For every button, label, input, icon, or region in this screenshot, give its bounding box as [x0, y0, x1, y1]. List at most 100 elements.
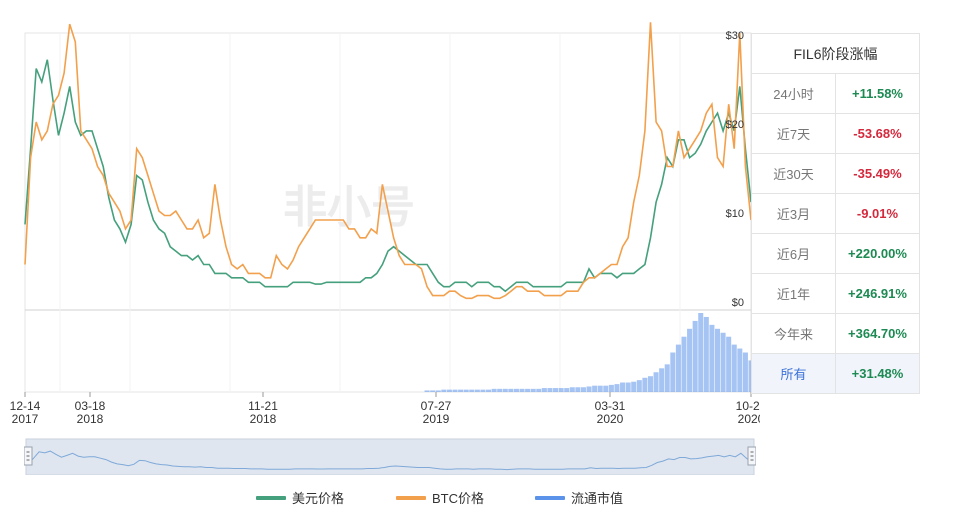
market-cap-bar	[720, 332, 726, 392]
stats-period-label[interactable]: 24小时	[751, 73, 836, 114]
market-cap-bar	[737, 348, 743, 392]
legend-swatch	[535, 495, 565, 500]
market-cap-bar	[508, 388, 514, 392]
legend-item[interactable]: 美元价格	[256, 488, 344, 507]
market-cap-bar	[486, 389, 492, 392]
stats-period-label[interactable]: 今年来	[751, 313, 836, 354]
market-cap-bar	[480, 389, 486, 392]
market-cap-bar	[692, 320, 698, 392]
market-cap-bar	[620, 382, 626, 392]
market-cap-bar	[642, 377, 648, 392]
x-axis-tick-year: 2019	[423, 412, 450, 426]
stats-period-label[interactable]: 近1年	[751, 273, 836, 314]
market-cap-bar	[430, 390, 436, 392]
x-axis-tick-year: 2018	[77, 412, 104, 426]
market-cap-bar	[659, 368, 665, 392]
range-navigator[interactable]	[24, 437, 756, 475]
stats-row[interactable]: 近7天 -53.68%	[751, 113, 920, 154]
market-cap-bar	[603, 385, 609, 392]
market-cap-bar	[647, 376, 653, 392]
market-cap-bar	[541, 388, 547, 392]
stats-row[interactable]: 近30天 -35.49%	[751, 153, 920, 194]
market-cap-bar	[592, 385, 598, 392]
market-cap-bar	[709, 324, 715, 392]
y-axis-label: $20	[726, 119, 744, 131]
market-cap-bar	[731, 344, 737, 392]
legend-swatch	[396, 495, 426, 500]
market-cap-bar	[703, 316, 709, 392]
market-cap-bar	[714, 328, 721, 392]
market-cap-bar	[513, 388, 519, 392]
x-axis-tick-day: 03-31	[595, 399, 626, 413]
stats-period-label[interactable]: 近30天	[751, 153, 836, 194]
market-cap-bar	[519, 388, 525, 392]
legend-label: 流通市值	[571, 491, 624, 506]
btc-price-line	[24, 22, 752, 300]
x-axis-tick-year: 2020	[597, 412, 624, 426]
navigator-handle-right[interactable]	[747, 446, 756, 466]
legend-label: BTC价格	[432, 491, 485, 506]
stats-period-label[interactable]: 近7天	[751, 113, 836, 154]
price-chart: 非小号 $0 $10 $20 $30 12-14 2017 03-18 2018 11-21 2…	[10, 22, 760, 426]
stats-change-value: +364.70%	[835, 313, 920, 354]
legend-item[interactable]: BTC价格	[396, 488, 484, 507]
navigator-handle-left[interactable]	[24, 446, 33, 466]
x-axis-tick-year: 2020	[738, 412, 760, 426]
market-cap-bar	[446, 389, 452, 392]
market-cap-bar	[474, 389, 480, 392]
x-axis-tick-year: 2018	[250, 412, 277, 426]
market-cap-bar	[547, 388, 553, 392]
market-cap-bar	[597, 385, 603, 392]
market-cap-bar	[586, 386, 592, 392]
stats-row[interactable]: 所有 +31.48%	[751, 353, 920, 394]
chart-canvas: 非小号 $0$10$20$30 12-14201703-18201811-212…	[10, 22, 760, 426]
x-axis-tick-year: 2017	[12, 412, 39, 426]
stats-period-label[interactable]: 近6月	[751, 233, 836, 274]
market-cap-bar	[497, 388, 503, 392]
market-cap-bar	[653, 372, 659, 392]
market-cap-bar	[452, 389, 458, 392]
x-axis-tick-day: 12-14	[10, 399, 41, 413]
x-axis-tick-day: 07-27	[421, 399, 452, 413]
watermark-text: 非小号	[283, 183, 415, 232]
stats-change-value: +246.91%	[835, 273, 920, 314]
stats-period-label[interactable]: 所有	[751, 353, 836, 394]
y-axis-label: $10	[726, 208, 744, 220]
market-cap-bar	[670, 352, 676, 392]
market-cap-bar	[525, 388, 531, 392]
market-cap-bar	[614, 384, 620, 392]
market-cap-bar	[441, 389, 447, 392]
market-cap-bar	[536, 388, 542, 392]
stats-table: FIL6阶段涨幅 24小时 +11.58% 近7天 -53.68% 近30天 -35.49…	[751, 33, 920, 394]
market-cap-bar	[491, 388, 497, 392]
chart-legend: 美元价格 BTC价格 流通市值	[0, 488, 957, 512]
stats-header-row: FIL6阶段涨幅	[751, 33, 920, 74]
stats-change-value: -35.49%	[835, 153, 920, 194]
market-cap-bar	[502, 388, 508, 392]
stats-change-value: +31.48%	[835, 353, 920, 394]
usd-price-line	[24, 59, 752, 293]
legend-label: 美元价格	[292, 491, 345, 506]
legend-swatch	[256, 495, 286, 500]
market-cap-bar	[698, 313, 704, 392]
stats-row[interactable]: 今年来 +364.70%	[751, 313, 920, 354]
market-cap-bar	[664, 364, 670, 392]
navigator-track[interactable]	[25, 438, 755, 475]
stats-row[interactable]: 近1年 +246.91%	[751, 273, 920, 314]
stats-change-value: +220.00%	[835, 233, 920, 274]
x-axis-tick-day: 10-22	[736, 399, 760, 413]
legend-item[interactable]: 流通市值	[535, 488, 623, 507]
stats-row[interactable]: 24小时 +11.58%	[751, 73, 920, 114]
stats-change-value: +11.58%	[835, 73, 920, 114]
stats-row[interactable]: 近3月 -9.01%	[751, 193, 920, 234]
x-axis-tick-day: 11-21	[248, 399, 278, 413]
stats-period-label[interactable]: 近3月	[751, 193, 836, 234]
stats-change-value: -9.01%	[835, 193, 920, 234]
market-cap-bar	[625, 382, 631, 392]
stats-row[interactable]: 近6月 +220.00%	[751, 233, 920, 274]
market-cap-bar	[558, 388, 564, 392]
market-cap-bar	[469, 389, 475, 392]
market-cap-bar	[687, 328, 693, 392]
market-cap-bar	[726, 336, 732, 392]
market-cap-bar	[530, 388, 536, 392]
